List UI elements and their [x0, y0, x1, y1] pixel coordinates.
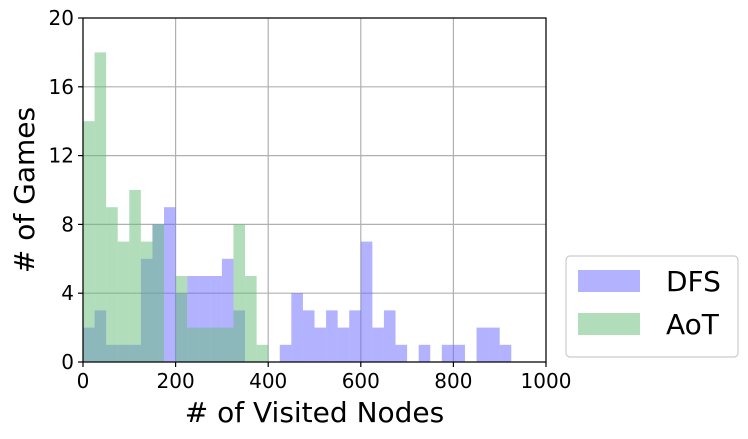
legend: DFS AoT [565, 255, 739, 358]
legend-label-aot: AoT [666, 308, 720, 341]
bar-aot [187, 327, 199, 362]
bar-aot [198, 327, 211, 362]
bar-aot [129, 190, 141, 362]
y-tick-label: 20 [49, 6, 74, 30]
bar-dfs [210, 276, 222, 362]
x-tick-label: 1000 [521, 369, 572, 393]
bar-dfs [326, 310, 338, 362]
legend-swatch-dfs [578, 270, 640, 292]
bar-dfs [372, 327, 384, 362]
x-tick-label: 200 [157, 369, 195, 393]
bar-dfs [349, 310, 361, 362]
y-tick-label: 4 [61, 281, 74, 305]
plot-frame [82, 17, 547, 363]
bar-aot [221, 327, 234, 362]
bar-dfs [488, 327, 500, 362]
bar-dfs [198, 276, 211, 362]
bar-dfs [499, 344, 512, 362]
bar-dfs [453, 344, 465, 362]
y-tick-label: 12 [49, 144, 74, 168]
legend-label-dfs: DFS [666, 265, 721, 298]
y-tick-label: 16 [49, 75, 74, 99]
bar-dfs [360, 241, 373, 362]
bar-dfs [476, 327, 489, 362]
x-tick-label: 0 [77, 369, 90, 393]
bar-dfs [187, 276, 199, 362]
bar-dfs [383, 310, 396, 362]
y-tick-label: 8 [61, 212, 74, 236]
x-tick-label: 400 [249, 369, 287, 393]
bar-dfs [395, 344, 408, 362]
bar-dfs [302, 310, 315, 362]
bar-aot [140, 241, 153, 362]
bar-dfs [337, 327, 350, 362]
bar-aot [83, 121, 95, 362]
bar-aot [256, 344, 269, 362]
axis-ticks: 0 200 400 600 800 1000 0 4 8 12 16 20 [49, 6, 572, 393]
y-axis-title: # of Games [8, 107, 41, 273]
bar-dfs [291, 293, 303, 362]
bar-aot [233, 224, 246, 362]
x-axis-title: # of Visited Nodes [185, 396, 444, 429]
bar-aot [117, 241, 130, 362]
bar-dfs [441, 344, 454, 362]
bar-aot [245, 276, 257, 362]
bar-aot [175, 276, 188, 362]
bar-aot [152, 224, 165, 362]
bar-dfs [314, 327, 327, 362]
bar-dfs [164, 207, 176, 362]
bar-dfs [279, 344, 292, 362]
y-tick-label: 0 [61, 350, 74, 374]
bar-aot [210, 327, 222, 362]
x-tick-label: 800 [434, 369, 472, 393]
legend-swatch-aot [578, 313, 640, 335]
bar-dfs [418, 344, 431, 362]
series-aot [83, 52, 269, 363]
x-tick-label: 600 [342, 369, 380, 393]
bar-aot [106, 207, 118, 362]
bars [83, 52, 512, 363]
bar-aot [94, 52, 107, 363]
bar-dfs [221, 258, 234, 362]
